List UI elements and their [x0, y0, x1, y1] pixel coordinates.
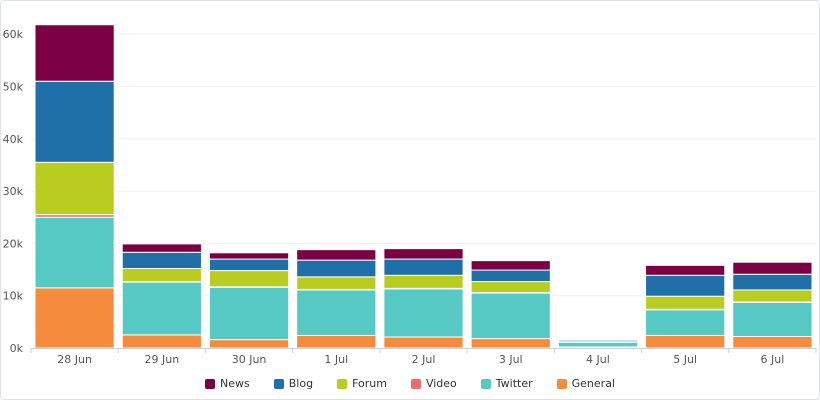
bar-segment-twitter[interactable] [208, 286, 290, 341]
bar-segment-blog[interactable] [296, 259, 377, 278]
bar-segment-twitter[interactable] [557, 341, 639, 348]
legend-swatch [337, 378, 348, 389]
legend-swatch [410, 378, 421, 389]
y-tick-label: 50k [3, 80, 24, 93]
bar-segment-twitter[interactable] [645, 309, 726, 336]
legend-item-twitter[interactable]: Twitter [480, 377, 533, 390]
x-tick-label: 2 Jul [412, 353, 436, 366]
bar-segment-general[interactable] [34, 287, 115, 349]
bar-segment-forum[interactable] [34, 161, 115, 216]
legend-item-news[interactable]: News [205, 377, 250, 390]
x-tick-label: 1 Jul [324, 353, 348, 366]
bar-segment-forum[interactable] [296, 276, 377, 290]
bar-segment-blog[interactable] [732, 273, 813, 291]
bar-segment-news[interactable] [732, 261, 813, 275]
bar-segment-news[interactable] [296, 249, 377, 261]
bars [34, 24, 813, 349]
bar-segment-news[interactable] [470, 260, 551, 271]
legend-label: Twitter [495, 377, 533, 390]
legend-item-general[interactable]: General [556, 377, 615, 390]
bar-segment-twitter[interactable] [121, 281, 202, 336]
bar-segment-twitter[interactable] [732, 301, 813, 337]
bar-segment-general[interactable] [296, 334, 377, 349]
bar-segment-news[interactable] [208, 252, 290, 260]
bar-segment-blog[interactable] [208, 258, 290, 272]
bar-segment-twitter[interactable] [296, 289, 377, 336]
y-tick-label: 60k [3, 28, 24, 41]
bar-segment-general[interactable] [121, 334, 202, 349]
x-tick-label: 5 Jul [673, 353, 697, 366]
axes: 0k 10k 20k 30k 40k 50k 60k 28 Jun 29 Jun 30 Jun 1 … [3, 28, 817, 366]
legend-label: Video [425, 377, 457, 390]
bar-segment-twitter[interactable] [470, 292, 551, 340]
legend-label: Blog [288, 377, 314, 390]
bar-segment-blog[interactable] [470, 269, 551, 283]
y-tick-label: 30k [3, 185, 24, 198]
bar-segment-general[interactable] [470, 338, 551, 349]
bar-segment-twitter[interactable] [383, 288, 464, 338]
bar-segment-news[interactable] [34, 24, 115, 82]
bar-segment-general[interactable] [732, 335, 813, 349]
legend-swatch [205, 378, 215, 389]
bar-segment-blog[interactable] [383, 258, 464, 276]
bar-segment-news[interactable] [121, 243, 202, 253]
x-tick-label: 3 Jul [499, 353, 523, 366]
y-tick-label: 0k [10, 342, 24, 355]
bar-segment-news[interactable] [557, 339, 639, 341]
bar-segment-forum[interactable] [208, 270, 290, 288]
bar-segment-general[interactable] [383, 336, 464, 349]
bar-segment-forum[interactable] [645, 295, 726, 310]
bar-segment-blog[interactable] [645, 274, 726, 297]
bar-segment-blog[interactable] [34, 80, 115, 163]
legend-label: Forum [352, 377, 387, 390]
legend-swatch [480, 378, 491, 389]
x-tick-label: 4 Jul [586, 353, 610, 366]
legend-label: General [571, 377, 615, 390]
legend-item-forum[interactable]: Forum [337, 377, 387, 390]
bar-segment-blog[interactable] [121, 251, 202, 269]
bar-segment-forum[interactable] [732, 289, 813, 303]
legend-swatch [556, 378, 567, 389]
bar-segment-forum[interactable] [121, 267, 202, 283]
bar-segment-general[interactable] [208, 339, 290, 349]
bar-segment-news[interactable] [645, 264, 726, 276]
bar-segment-general[interactable] [645, 334, 726, 349]
y-tick-label: 40k [3, 133, 24, 146]
y-tick-label: 10k [3, 290, 24, 303]
bar-segment-news[interactable] [383, 248, 464, 260]
x-tick-label: 28 Jun [57, 353, 92, 366]
legend-item-video[interactable]: Video [410, 377, 457, 390]
x-tick-label: 29 Jun [144, 353, 179, 366]
bar-segment-twitter[interactable] [34, 216, 115, 289]
legend-label: News [220, 377, 250, 390]
chart-legend: News Blog Forum Video Twitter General [0, 377, 820, 390]
legend-item-blog[interactable]: Blog [273, 377, 314, 390]
x-tick-label: 30 Jun [232, 353, 267, 366]
bar-segment-forum[interactable] [470, 281, 551, 294]
bar-segment-forum[interactable] [383, 274, 464, 289]
legend-swatch [273, 378, 284, 389]
y-tick-label: 20k [3, 237, 24, 250]
x-tick-label: 6 Jul [760, 353, 784, 366]
